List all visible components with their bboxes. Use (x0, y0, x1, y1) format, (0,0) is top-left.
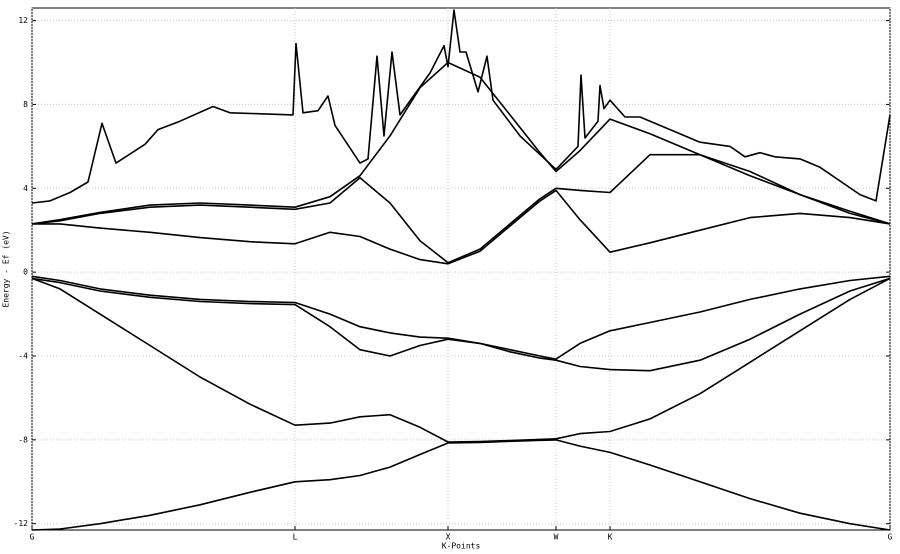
x-axis-label: K-Points (442, 542, 481, 551)
y-tick-label: 8 (23, 100, 28, 109)
y-tick-label: 4 (23, 184, 28, 193)
band-line (32, 189, 891, 265)
band-line (31, 277, 891, 372)
band-line (31, 439, 891, 531)
plot-frame (31, 7, 891, 531)
y-tick-label: 12 (18, 16, 28, 25)
x-tick-label: X (446, 533, 451, 542)
band-line (31, 9, 891, 204)
x-tick-label: G (888, 533, 893, 542)
band-line (31, 61, 891, 225)
x-tick-label: W (554, 533, 559, 542)
band-line (31, 275, 891, 360)
x-tick-label: K (608, 533, 613, 542)
x-tick-label: L (293, 533, 298, 542)
band-line (31, 277, 891, 443)
y-axis-label: Energy - Ef (eV) (2, 230, 11, 307)
y-tick-label: -8 (18, 435, 28, 444)
y-tick-label: 0 (23, 268, 28, 277)
x-tick-label: G (30, 533, 35, 542)
y-tick-label: -12 (14, 519, 29, 528)
band-line (31, 153, 891, 264)
y-tick-label: -4 (18, 352, 28, 361)
